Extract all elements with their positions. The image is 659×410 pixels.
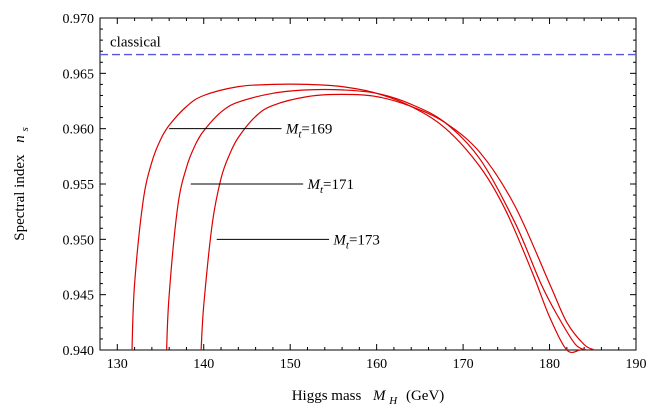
ticks xyxy=(99,17,637,351)
y-axis-title-symbol: n xyxy=(12,135,28,143)
series-line-mt-169 xyxy=(131,83,580,354)
x-tick-label: 130 xyxy=(107,357,128,372)
classical-label: classical xyxy=(110,35,161,51)
series-group xyxy=(131,83,595,354)
y-tick-label: 0.940 xyxy=(63,344,95,359)
y-tick-label: 0.965 xyxy=(63,67,95,82)
x-axis-title-suffix: (GeV) xyxy=(406,388,444,404)
x-axis-title-prefix: Higgs mass xyxy=(292,388,362,404)
plot-frame xyxy=(99,17,637,351)
y-tick-label: 0.950 xyxy=(63,233,95,248)
y-axis-title-prefix: Spectral index xyxy=(12,154,28,241)
y-tick-label: 0.955 xyxy=(63,178,95,193)
y-tick-label: 0.945 xyxy=(63,289,95,304)
y-tick-label: 0.970 xyxy=(63,12,95,27)
annotation-label: Mt=171 xyxy=(306,177,354,196)
series-line-mt-171 xyxy=(166,88,587,351)
x-axis-title-symbol: M xyxy=(372,388,387,404)
x-axis-title-sub: H xyxy=(388,395,398,407)
annotations-group: Mt=169 Mt=171 Mt=173 xyxy=(169,122,380,251)
x-tick-label: 180 xyxy=(539,357,560,372)
x-tick-label: 150 xyxy=(280,357,301,372)
x-tick-label: 170 xyxy=(453,357,474,372)
x-axis-title: Higgs mass M H (GeV) xyxy=(292,388,445,408)
annotation-label: Mt=173 xyxy=(332,232,380,251)
y-tick-label: 0.960 xyxy=(63,123,95,138)
tick-labels: 130 140 150 160 170 180 190 0.940 0.945 0.950 0.95… xyxy=(63,12,647,372)
series-line-mt-173 xyxy=(200,93,595,351)
x-tick-label: 190 xyxy=(626,357,647,372)
y-axis-title-sub: s xyxy=(19,127,31,131)
x-tick-label: 140 xyxy=(193,357,214,372)
y-axis-title: Spectral index n s xyxy=(12,127,31,241)
annotation-label: Mt=169 xyxy=(285,122,333,141)
x-tick-label: 160 xyxy=(366,357,387,372)
